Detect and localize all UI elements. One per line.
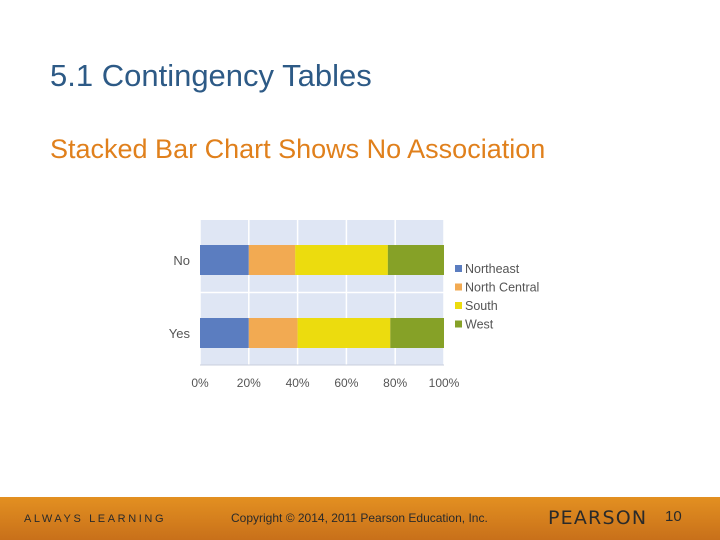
bar-yes-northeast (200, 318, 249, 348)
bar-yes-south (297, 318, 391, 348)
bar-no-south (295, 245, 388, 275)
pearson-logo: PEARSON (548, 507, 648, 529)
legend-swatch (455, 320, 462, 328)
x-tick-label: 40% (286, 376, 310, 390)
x-tick-label: 80% (383, 376, 407, 390)
slide-title: 5.1 Contingency Tables (50, 58, 372, 93)
x-tick-label: 0% (191, 376, 209, 390)
x-tick-label: 60% (334, 376, 358, 390)
bar-no-north-central (248, 245, 296, 275)
legend-swatch (455, 302, 462, 309)
legend-swatch (455, 283, 462, 291)
category-label: Yes (169, 326, 191, 341)
footer-tagline: ALWAYS LEARNING (24, 513, 167, 525)
bar-yes-north-central (248, 318, 298, 348)
page-number: 10 (665, 508, 682, 525)
stacked-bar-chart: No Yes 0% 20% 40% 60% 80% 100% Northeast North Ce… (169, 220, 539, 390)
footer-bar: ALWAYS LEARNING Copyright © 2014, 2011 P… (0, 497, 720, 540)
legend-label: West (465, 318, 494, 332)
category-label: No (173, 253, 190, 268)
bar-no-west (387, 245, 444, 275)
footer-copyright: Copyright © 2014, 2011 Pearson Education… (231, 511, 488, 525)
legend-label: North Central (465, 281, 539, 295)
x-tick-label: 100% (429, 376, 460, 390)
bar-yes-west (390, 318, 444, 348)
bar-no-northeast (200, 245, 249, 275)
slide-subtitle: Stacked Bar Chart Shows No Association (50, 134, 546, 164)
legend-swatch (455, 265, 462, 272)
x-tick-label: 20% (237, 376, 261, 390)
legend-label: Northeast (465, 262, 520, 276)
legend-label: South (465, 299, 498, 313)
